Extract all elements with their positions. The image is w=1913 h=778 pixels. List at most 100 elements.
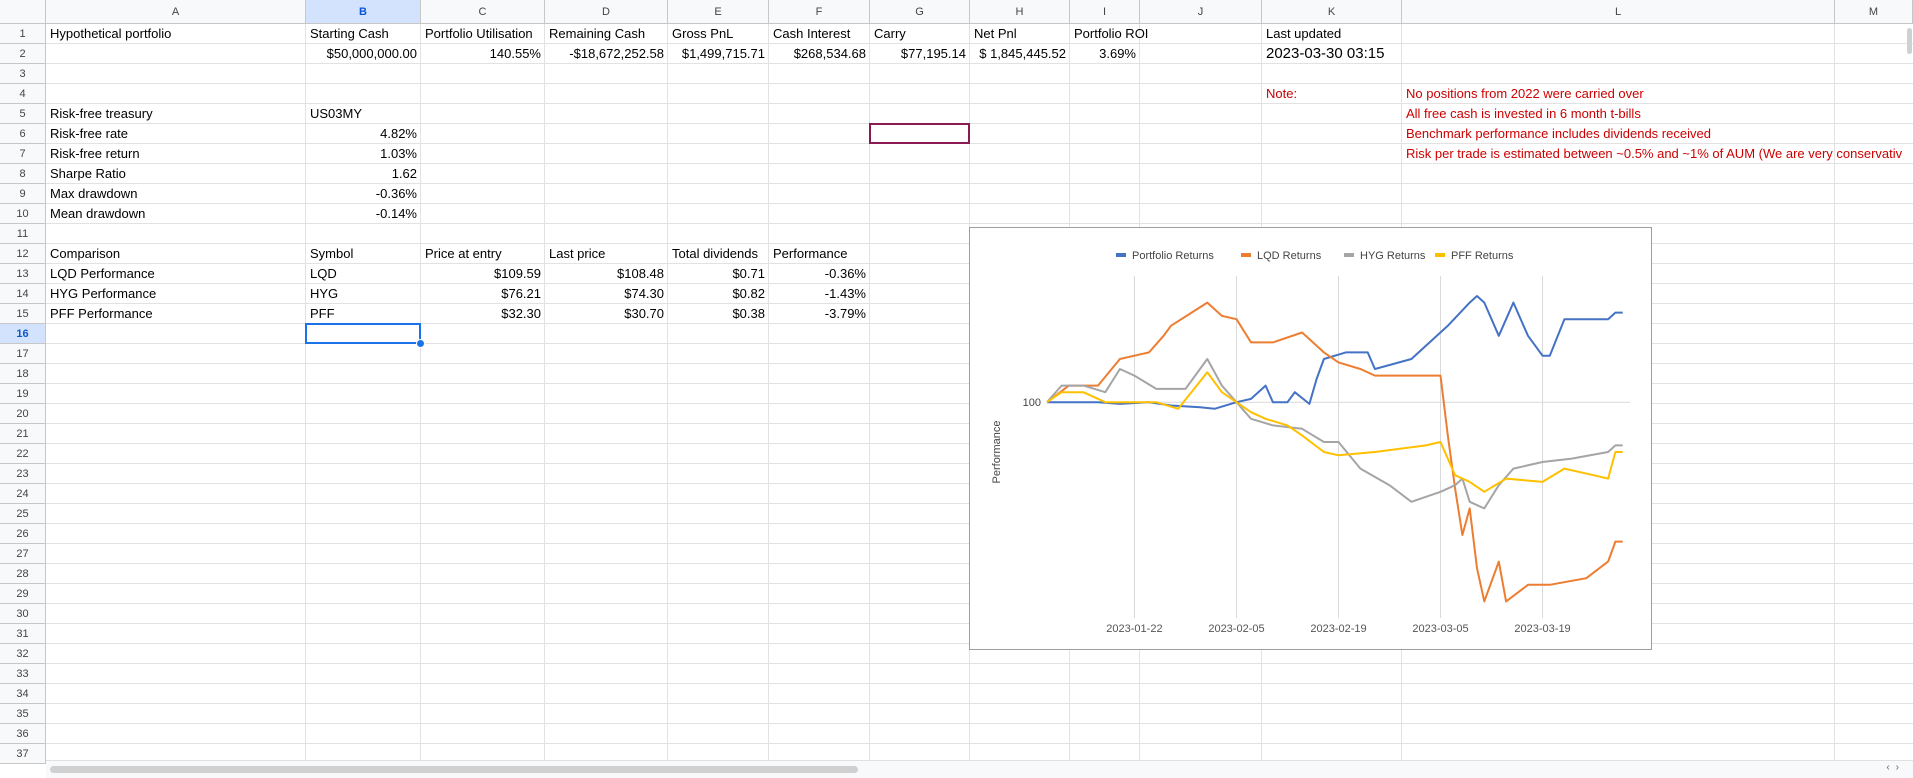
cell-E13[interactable]: $0.71	[732, 266, 765, 281]
row-header-4[interactable]: 4	[0, 84, 46, 104]
cell-C12[interactable]: Price at entry	[425, 246, 502, 261]
cell-B2[interactable]: $50,000,000.00	[326, 46, 417, 61]
cell-B13[interactable]: LQD	[310, 266, 337, 281]
row-header-32[interactable]: 32	[0, 644, 46, 664]
column-header-d[interactable]: D	[545, 0, 668, 24]
column-header-e[interactable]: E	[668, 0, 769, 24]
row-header-20[interactable]: 20	[0, 404, 46, 424]
row-header-36[interactable]: 36	[0, 724, 46, 744]
cell-G1[interactable]: Carry	[874, 26, 906, 41]
cell-I1[interactable]: Portfolio ROI	[1074, 26, 1149, 41]
row-header-33[interactable]: 33	[0, 664, 46, 684]
cell-A9[interactable]: Max drawdown	[50, 186, 138, 201]
cell-A7[interactable]: Risk-free return	[50, 146, 140, 161]
cell-A13[interactable]: LQD Performance	[50, 266, 155, 281]
cell-D14[interactable]: $74.30	[624, 286, 664, 301]
cell-B15[interactable]: PFF	[310, 306, 335, 321]
cell-H1[interactable]: Net Pnl	[974, 26, 1017, 41]
cell-C15[interactable]: $32.30	[501, 306, 541, 321]
cell-B14[interactable]: HYG	[310, 286, 339, 301]
cell-K1[interactable]: Last updated	[1266, 26, 1342, 41]
select-all-corner[interactable]	[0, 0, 46, 24]
cell-B5[interactable]: US03MY	[310, 106, 363, 121]
cell-B12[interactable]: Symbol	[310, 246, 354, 261]
row-header-24[interactable]: 24	[0, 484, 46, 504]
cell-C14[interactable]: $76.21	[501, 286, 541, 301]
cell-D2[interactable]: -$18,672,252.58	[569, 46, 664, 61]
row-header-3[interactable]: 3	[0, 64, 46, 84]
cell-C2[interactable]: 140.55%	[489, 46, 541, 61]
column-header-h[interactable]: H	[970, 0, 1070, 24]
column-header-a[interactable]: A	[46, 0, 306, 24]
row-header-34[interactable]: 34	[0, 684, 46, 704]
row-header-5[interactable]: 5	[0, 104, 46, 124]
active-cell-selection[interactable]	[305, 323, 421, 344]
cell-A8[interactable]: Sharpe Ratio	[50, 166, 126, 181]
cell-K4[interactable]: Note:	[1266, 86, 1298, 101]
row-header-19[interactable]: 19	[0, 384, 46, 404]
cell-A6[interactable]: Risk-free rate	[50, 126, 129, 141]
cell-A5[interactable]: Risk-free treasury	[50, 106, 153, 121]
cell-D1[interactable]: Remaining Cash	[549, 26, 646, 41]
cell-H2[interactable]: $ 1,845,445.52	[979, 46, 1066, 61]
row-header-2[interactable]: 2	[0, 44, 46, 64]
cell-E15[interactable]: $0.38	[732, 306, 765, 321]
cell-L7[interactable]: Risk per trade is estimated between ~0.5…	[1406, 146, 1903, 161]
row-header-28[interactable]: 28	[0, 564, 46, 584]
cell-D12[interactable]: Last price	[549, 246, 606, 261]
highlighted-cell-G6[interactable]	[869, 123, 970, 144]
cell-F1[interactable]: Cash Interest	[773, 26, 851, 41]
row-header-1[interactable]: 1	[0, 24, 46, 44]
row-header-35[interactable]: 35	[0, 704, 46, 724]
row-header-25[interactable]: 25	[0, 504, 46, 524]
row-header-10[interactable]: 10	[0, 204, 46, 224]
cell-A12[interactable]: Comparison	[50, 246, 121, 261]
cell-G2[interactable]: $77,195.14	[900, 46, 966, 61]
column-header-c[interactable]: C	[421, 0, 545, 24]
row-header-37[interactable]: 37	[0, 744, 46, 764]
row-header-27[interactable]: 27	[0, 544, 46, 564]
cell-K2[interactable]: 2023-03-30 03:15	[1266, 45, 1385, 62]
horizontal-scrollbar[interactable]	[46, 760, 1913, 778]
fill-handle[interactable]	[416, 339, 425, 348]
cell-B10[interactable]: -0.14%	[375, 206, 417, 221]
column-header-j[interactable]: J	[1140, 0, 1262, 24]
row-header-6[interactable]: 6	[0, 124, 46, 144]
cell-L4[interactable]: No positions from 2022 were carried over	[1406, 86, 1644, 101]
row-header-18[interactable]: 18	[0, 364, 46, 384]
cell-D13[interactable]: $108.48	[617, 266, 664, 281]
row-header-11[interactable]: 11	[0, 224, 46, 244]
cell-E1[interactable]: Gross PnL	[672, 26, 734, 41]
cell-B8[interactable]: 1.62	[391, 166, 417, 181]
column-header-b[interactable]: B	[306, 0, 421, 24]
cell-E14[interactable]: $0.82	[732, 286, 765, 301]
column-header-i[interactable]: I	[1070, 0, 1140, 24]
row-header-15[interactable]: 15	[0, 304, 46, 324]
row-header-29[interactable]: 29	[0, 584, 46, 604]
cell-F2[interactable]: $268,534.68	[793, 46, 866, 61]
row-header-31[interactable]: 31	[0, 624, 46, 644]
cell-F15[interactable]: -3.79%	[824, 306, 866, 321]
cell-A1[interactable]: Hypothetical portfolio	[50, 26, 172, 41]
row-header-17[interactable]: 17	[0, 344, 46, 364]
cell-I2[interactable]: 3.69%	[1099, 46, 1136, 61]
cell-B6[interactable]: 4.82%	[380, 126, 417, 141]
vertical-scroll-thumb[interactable]	[1907, 28, 1912, 54]
cell-D15[interactable]: $30.70	[624, 306, 664, 321]
cell-A15[interactable]: PFF Performance	[50, 306, 153, 321]
row-header-23[interactable]: 23	[0, 464, 46, 484]
cell-C1[interactable]: Portfolio Utilisation	[425, 26, 533, 41]
vertical-scrollbar[interactable]	[1905, 24, 1913, 760]
row-header-13[interactable]: 13	[0, 264, 46, 284]
row-header-30[interactable]: 30	[0, 604, 46, 624]
cell-L6[interactable]: Benchmark performance includes dividends…	[1406, 126, 1711, 141]
cell-B9[interactable]: -0.36%	[375, 186, 417, 201]
horizontal-scroll-thumb[interactable]	[50, 766, 858, 773]
row-header-21[interactable]: 21	[0, 424, 46, 444]
scroll-arrows-icon[interactable]: ‹›	[1886, 762, 1905, 773]
cell-B7[interactable]: 1.03%	[380, 146, 417, 161]
cell-L5[interactable]: All free cash is invested in 6 month t-b…	[1406, 106, 1641, 121]
cell-B1[interactable]: Starting Cash	[310, 26, 389, 41]
row-header-7[interactable]: 7	[0, 144, 46, 164]
